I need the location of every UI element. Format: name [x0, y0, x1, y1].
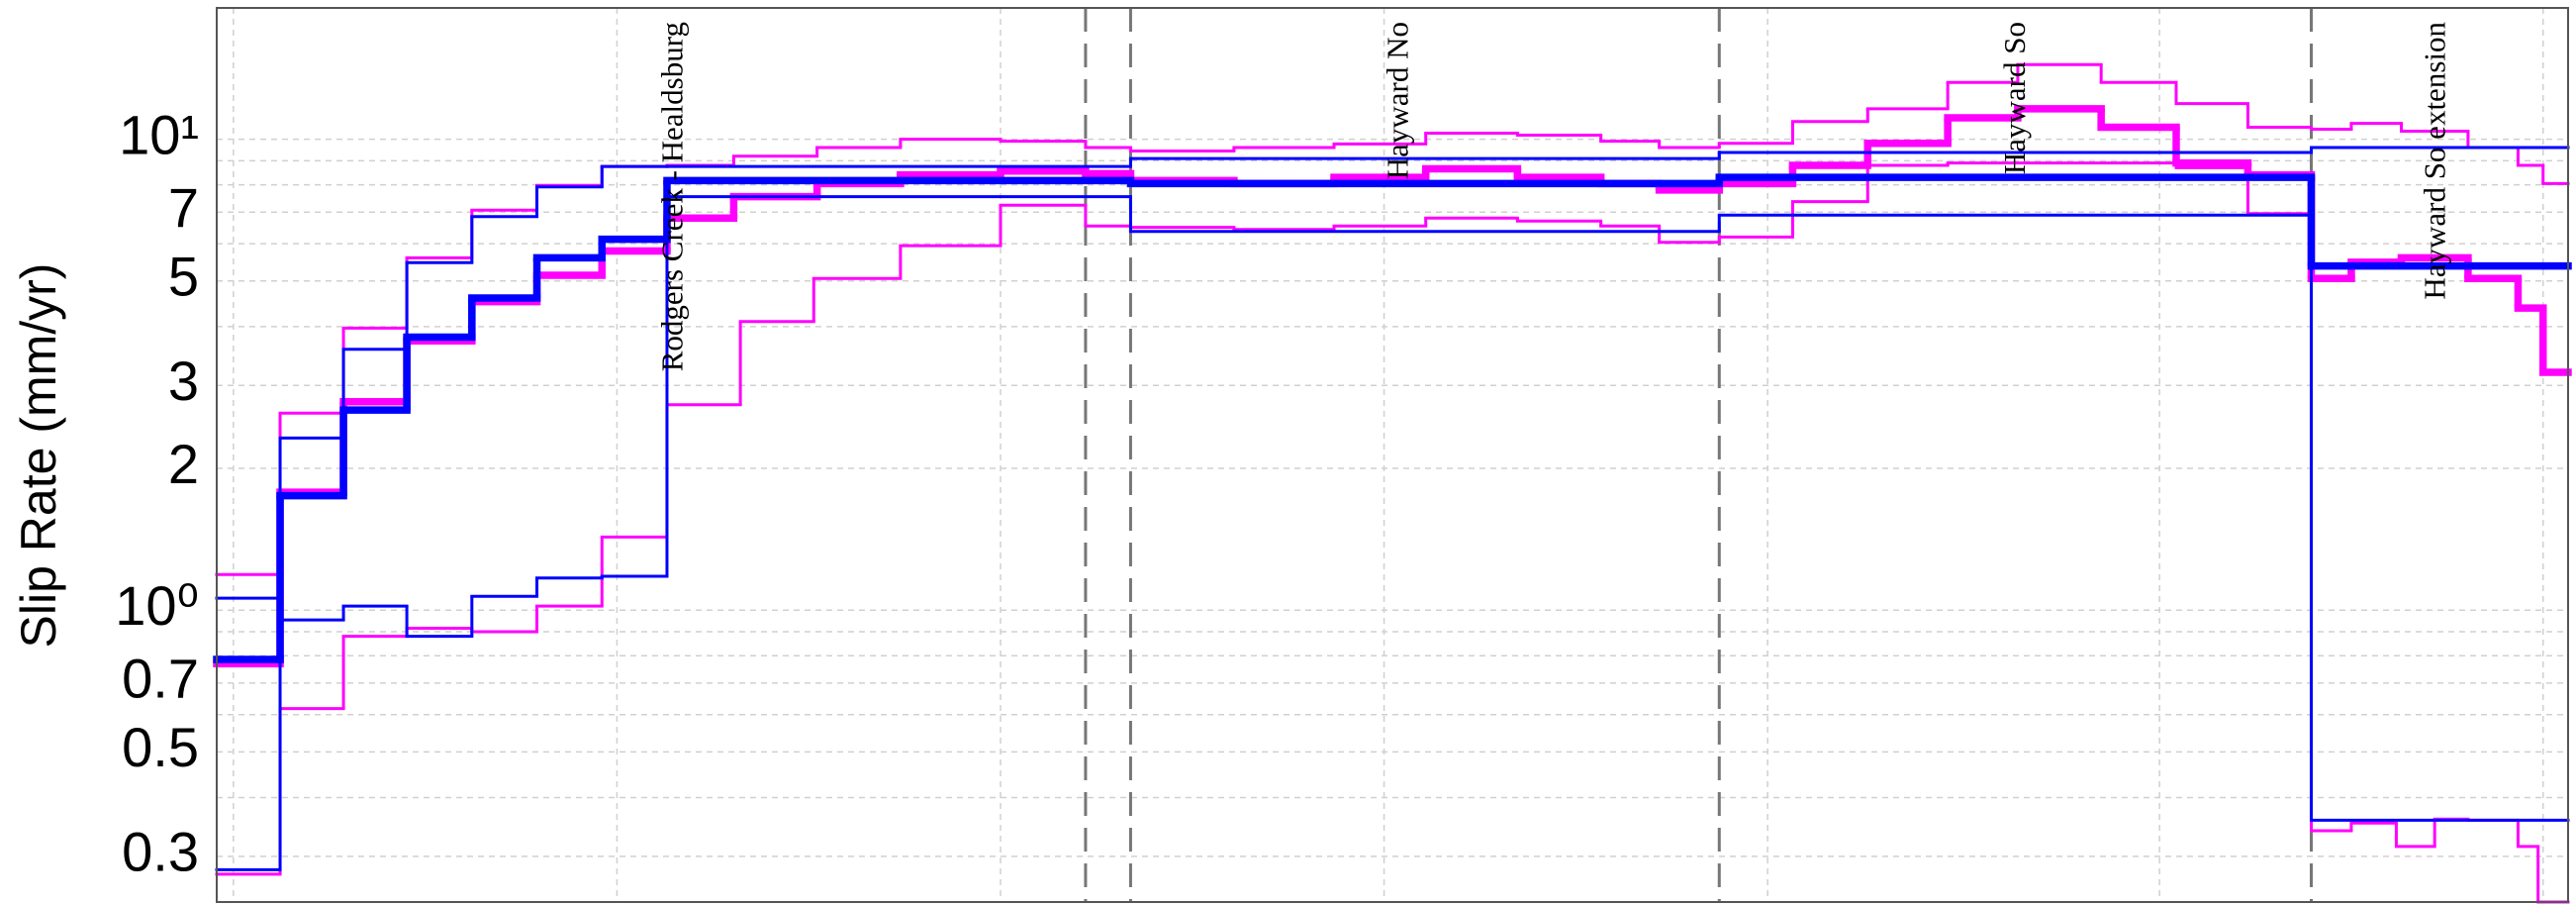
section-label: Rodgers Creek - Healdsburg [655, 22, 690, 371]
y-axis-label: Slip Rate (mm/yr) [11, 263, 66, 649]
step-line [215, 195, 2570, 871]
section-label: Hayward So [1997, 22, 2032, 174]
plot-frame [216, 7, 2569, 903]
step-line [213, 173, 2572, 663]
y-tick-label: 0.7 [122, 648, 199, 710]
y-tick-label: 0.3 [122, 821, 199, 883]
step-line [215, 146, 2570, 600]
y-tick-label: 5 [168, 246, 199, 308]
section-label: Hayward No [1381, 22, 1415, 179]
section-label: Hayward So extension [2418, 22, 2452, 300]
y-tick-label: 7 [168, 176, 199, 239]
y-tick-label: 10¹ [119, 103, 199, 165]
y-tick-label: 10⁰ [115, 574, 199, 637]
y-tick-label: 3 [168, 350, 199, 412]
y-tick-label: 0.5 [122, 716, 199, 778]
y-tick-label: 2 [168, 433, 199, 495]
